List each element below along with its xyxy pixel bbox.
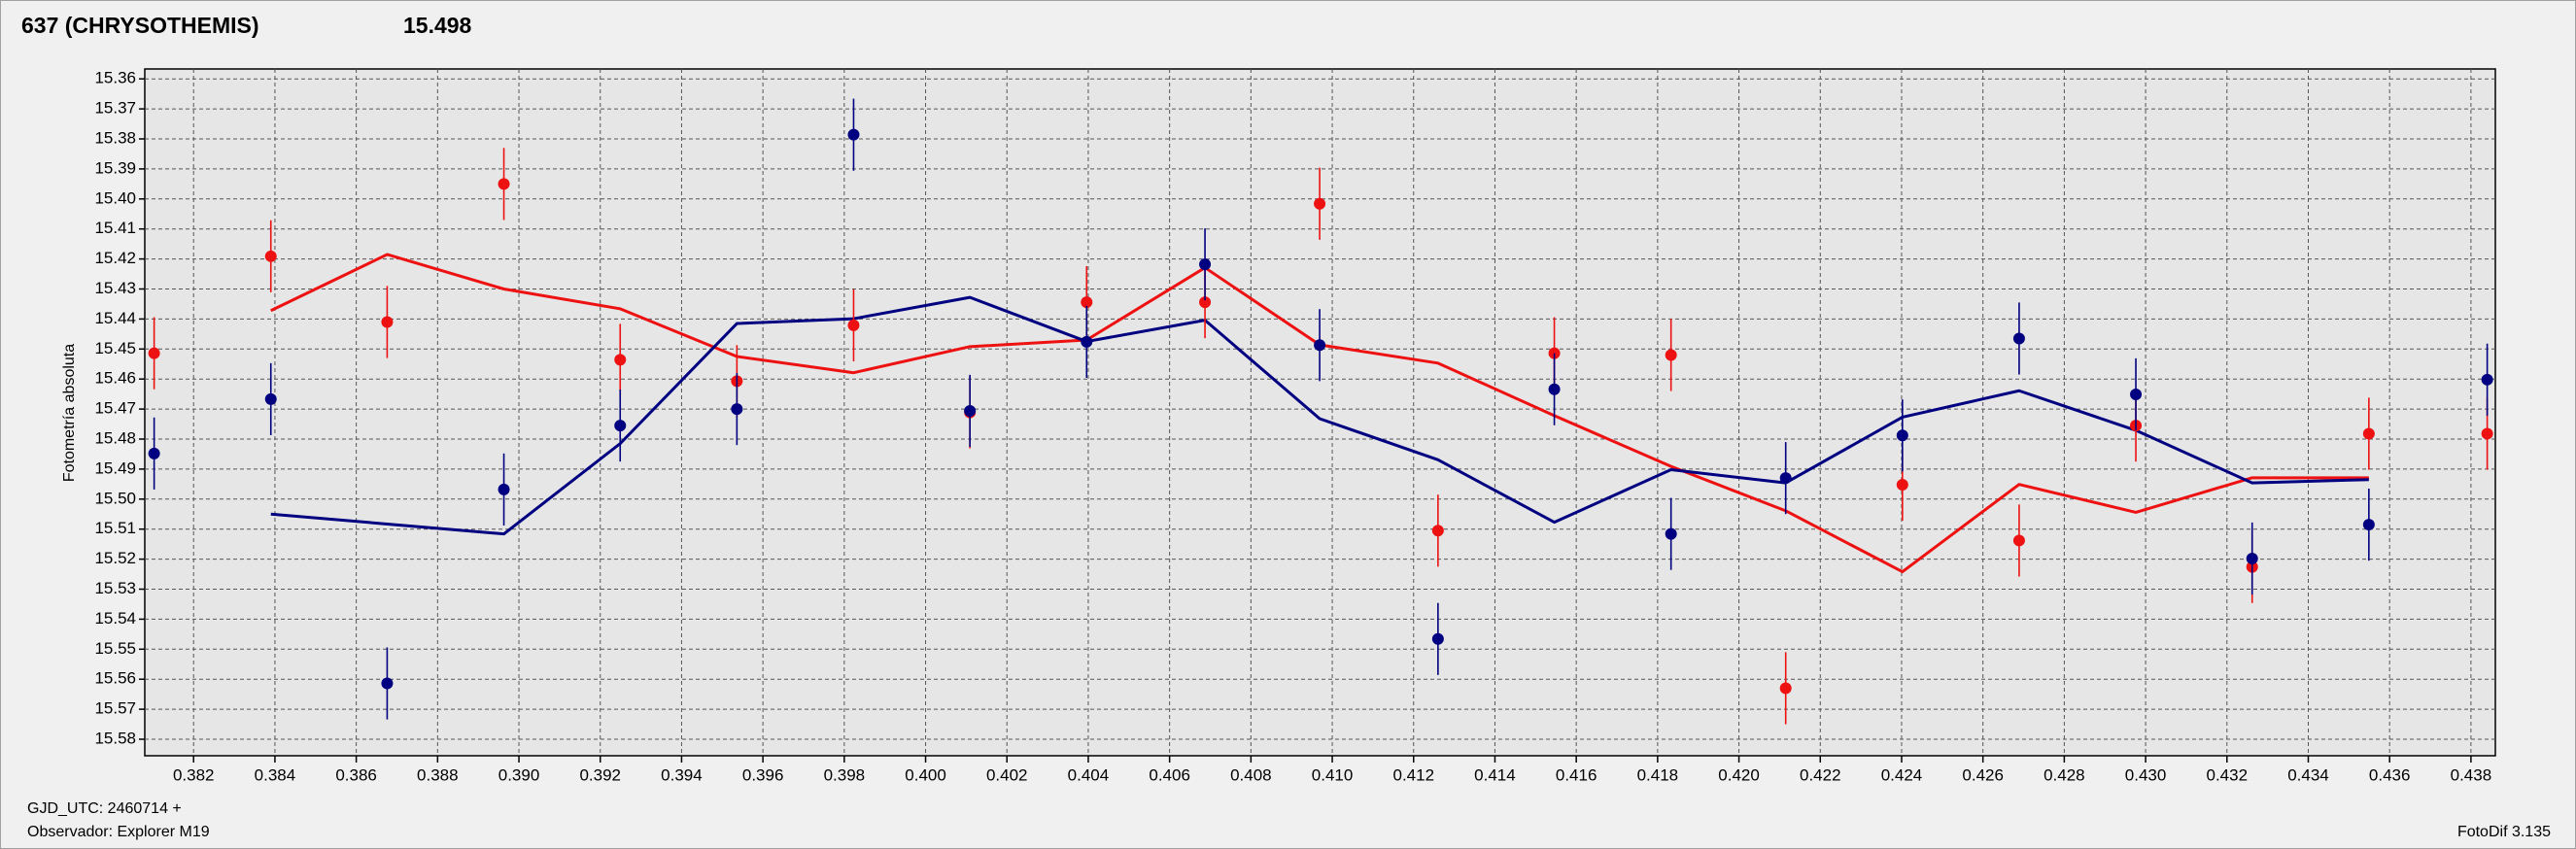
- x-tick-label: 0.412: [1392, 765, 1434, 784]
- x-tick-label: 0.426: [1962, 765, 2004, 784]
- x-tick-label: 0.410: [1312, 765, 1354, 784]
- y-tick-label: 15.40: [94, 188, 136, 207]
- x-tick-label: 0.414: [1474, 765, 1516, 784]
- x-tick-label: 0.430: [2125, 765, 2167, 784]
- y-tick-label: 15.41: [94, 219, 136, 237]
- x-tick-label: 0.436: [2369, 765, 2411, 784]
- x-tick-label: 0.386: [335, 765, 377, 784]
- data-point: [498, 483, 510, 495]
- data-point: [1431, 525, 1444, 537]
- y-tick-label: 15.51: [94, 519, 136, 537]
- data-point: [1199, 258, 1212, 271]
- y-tick-label: 15.38: [94, 128, 136, 147]
- x-tick-label: 0.422: [1800, 765, 1841, 784]
- x-tick-label: 0.396: [742, 765, 784, 784]
- x-tick-label: 0.416: [1556, 765, 1597, 784]
- data-point: [1665, 349, 1677, 361]
- y-tick-label: 15.42: [94, 249, 136, 267]
- x-tick-label: 0.384: [255, 765, 296, 784]
- data-point: [1896, 478, 1908, 491]
- x-tick-label: 0.408: [1230, 765, 1272, 784]
- data-point: [1896, 429, 1908, 442]
- y-tick-label: 15.37: [94, 99, 136, 118]
- y-tick-label: 15.45: [94, 339, 136, 357]
- y-tick-label: 15.36: [94, 69, 136, 87]
- data-point: [2481, 427, 2493, 440]
- data-point: [1314, 197, 1326, 210]
- y-axis-label: Fotometría absoluta: [61, 344, 78, 482]
- data-point: [614, 420, 627, 432]
- data-point: [2012, 332, 2025, 345]
- x-tick-label: 0.400: [905, 765, 946, 784]
- data-point: [264, 250, 277, 262]
- y-tick-label: 15.49: [94, 458, 136, 477]
- chart-title: 637 (CHRYSOTHEMIS): [21, 13, 259, 38]
- y-tick-label: 15.52: [94, 549, 136, 567]
- data-point: [1431, 632, 1444, 645]
- x-tick-label: 0.438: [2451, 765, 2492, 784]
- data-point: [1779, 682, 1792, 695]
- x-tick-label: 0.394: [661, 765, 703, 784]
- x-tick-label: 0.398: [824, 765, 866, 784]
- y-tick-label: 15.46: [94, 369, 136, 388]
- x-tick-label: 0.392: [579, 765, 621, 784]
- data-point: [847, 128, 860, 141]
- data-point: [498, 178, 510, 190]
- x-tick-label: 0.432: [2207, 765, 2249, 784]
- x-tick-label: 0.434: [2287, 765, 2329, 784]
- software-label: FotoDif 3.135: [2457, 824, 2551, 840]
- y-tick-label: 15.43: [94, 279, 136, 297]
- data-point: [2130, 388, 2143, 400]
- data-point: [2481, 373, 2493, 386]
- y-tick-label: 15.47: [94, 399, 136, 418]
- y-tick-label: 15.54: [94, 609, 136, 628]
- data-point: [964, 404, 977, 417]
- data-point: [2012, 534, 2025, 547]
- y-tick-label: 15.48: [94, 428, 136, 447]
- x-tick-label: 0.388: [417, 765, 459, 784]
- magnitude-value: 15.498: [403, 13, 472, 38]
- data-point: [1548, 383, 1561, 395]
- data-point: [847, 319, 860, 331]
- x-tick-label: 0.402: [986, 765, 1028, 784]
- data-point: [264, 392, 277, 405]
- data-point: [1199, 296, 1212, 309]
- y-tick-label: 15.39: [94, 158, 136, 177]
- data-point: [2362, 427, 2375, 440]
- data-point: [731, 403, 743, 416]
- observer-label: Observador: Explorer M19: [27, 824, 210, 840]
- y-tick-label: 15.55: [94, 639, 136, 658]
- data-point: [381, 677, 394, 690]
- data-point: [1314, 339, 1326, 352]
- data-point: [1081, 335, 1093, 348]
- y-tick-label: 15.56: [94, 669, 136, 688]
- data-point: [2246, 552, 2258, 564]
- x-tick-label: 0.420: [1718, 765, 1760, 784]
- y-tick-label: 15.44: [94, 309, 136, 327]
- data-point: [1779, 472, 1792, 485]
- y-tick-label: 15.50: [94, 489, 136, 507]
- data-point: [148, 447, 160, 459]
- y-tick-label: 15.53: [94, 579, 136, 597]
- x-axis-label: GJD_UTC: 2460714 +: [27, 800, 182, 817]
- data-point: [381, 316, 394, 328]
- x-tick-label: 0.404: [1068, 765, 1110, 784]
- data-point: [1081, 296, 1093, 309]
- y-tick-label: 15.57: [94, 699, 136, 718]
- x-tick-label: 0.424: [1881, 765, 1923, 784]
- data-point: [2362, 519, 2375, 531]
- data-point: [148, 347, 160, 359]
- x-tick-label: 0.428: [2044, 765, 2085, 784]
- data-point: [1665, 527, 1677, 540]
- x-tick-label: 0.382: [173, 765, 215, 784]
- x-tick-label: 0.406: [1149, 765, 1190, 784]
- y-tick-label: 15.58: [94, 729, 136, 747]
- x-tick-label: 0.390: [498, 765, 540, 784]
- x-tick-label: 0.418: [1637, 765, 1679, 784]
- data-point: [614, 354, 627, 366]
